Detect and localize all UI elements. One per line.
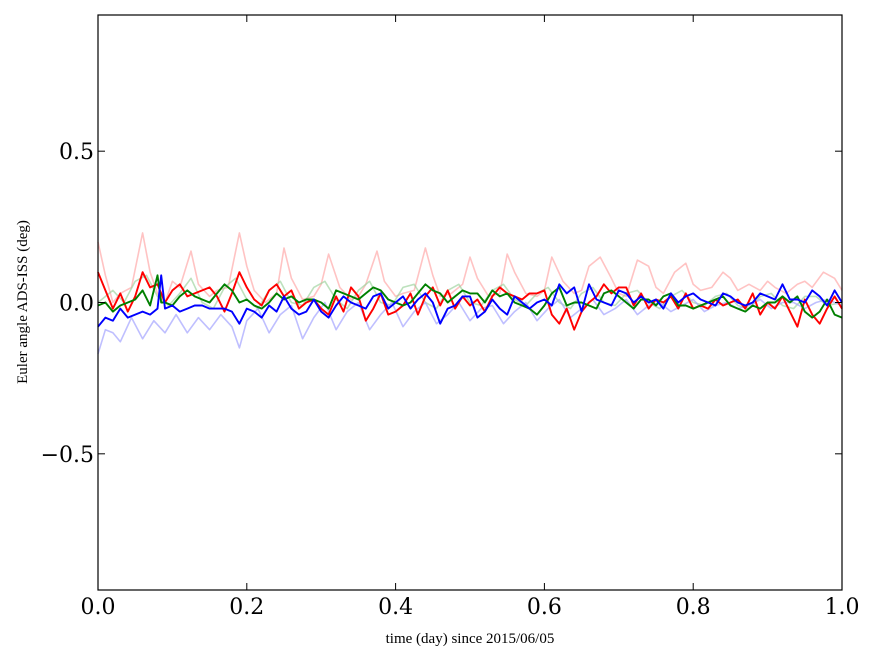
x-tick-label: 0.0 — [81, 595, 116, 620]
series-line-5 — [97, 274, 843, 319]
series-line-1 — [97, 232, 843, 304]
x-tick-label: 0.4 — [378, 595, 413, 620]
y-axis-label: Euler angle ADS-ISS (deg) — [15, 220, 31, 384]
y-tick-label: −0.5 — [41, 443, 94, 468]
y-tick-label: 0.0 — [59, 292, 94, 317]
x-tick-label: 0.6 — [527, 595, 562, 620]
x-tick-label: 0.2 — [229, 595, 264, 620]
series-layer — [97, 232, 843, 355]
x-tick-label: 1.0 — [825, 595, 860, 620]
y-tick-label: 0.5 — [59, 140, 94, 165]
series-line-6 — [97, 274, 843, 328]
tick-layer: 0.0 0.2 0.4 0.6 0.8 1.0 −0.5 0.0 0.5 — [41, 15, 860, 620]
series-line-2 — [97, 274, 843, 310]
x-axis-label: time (day) since 2015/06/05 — [386, 631, 555, 647]
x-tick-label: 0.8 — [676, 595, 711, 620]
